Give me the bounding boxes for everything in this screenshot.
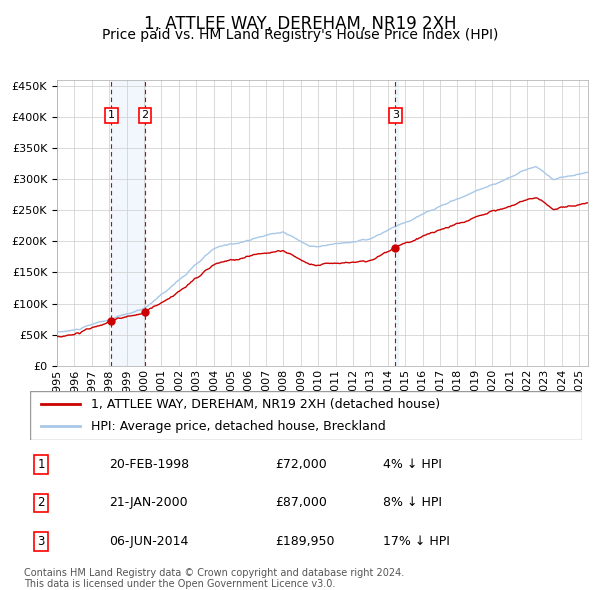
FancyBboxPatch shape: [30, 391, 582, 440]
Text: 06-JUN-2014: 06-JUN-2014: [110, 535, 189, 548]
Text: £72,000: £72,000: [275, 458, 326, 471]
Text: HPI: Average price, detached house, Breckland: HPI: Average price, detached house, Brec…: [91, 420, 385, 433]
Text: 1: 1: [108, 110, 115, 120]
Text: £87,000: £87,000: [275, 496, 326, 510]
Bar: [112, 80, 145, 366]
Text: 1: 1: [37, 458, 45, 471]
Text: 4% ↓ HPI: 4% ↓ HPI: [383, 458, 442, 471]
Text: £189,950: £189,950: [275, 535, 334, 548]
Text: This data is licensed under the Open Government Licence v3.0.: This data is licensed under the Open Gov…: [24, 579, 335, 589]
Text: Contains HM Land Registry data © Crown copyright and database right 2024.: Contains HM Land Registry data © Crown c…: [24, 569, 404, 578]
Text: 3: 3: [392, 110, 399, 120]
Text: 2: 2: [142, 110, 149, 120]
Text: 3: 3: [37, 535, 45, 548]
Text: Price paid vs. HM Land Registry's House Price Index (HPI): Price paid vs. HM Land Registry's House …: [102, 28, 498, 42]
Bar: [395, 80, 398, 366]
Text: 17% ↓ HPI: 17% ↓ HPI: [383, 535, 450, 548]
Text: 8% ↓ HPI: 8% ↓ HPI: [383, 496, 442, 510]
Text: 2: 2: [37, 496, 45, 510]
Text: 1, ATTLEE WAY, DEREHAM, NR19 2XH: 1, ATTLEE WAY, DEREHAM, NR19 2XH: [144, 15, 456, 33]
Text: 20-FEB-1998: 20-FEB-1998: [110, 458, 190, 471]
Text: 21-JAN-2000: 21-JAN-2000: [110, 496, 188, 510]
Text: 1, ATTLEE WAY, DEREHAM, NR19 2XH (detached house): 1, ATTLEE WAY, DEREHAM, NR19 2XH (detach…: [91, 398, 440, 411]
